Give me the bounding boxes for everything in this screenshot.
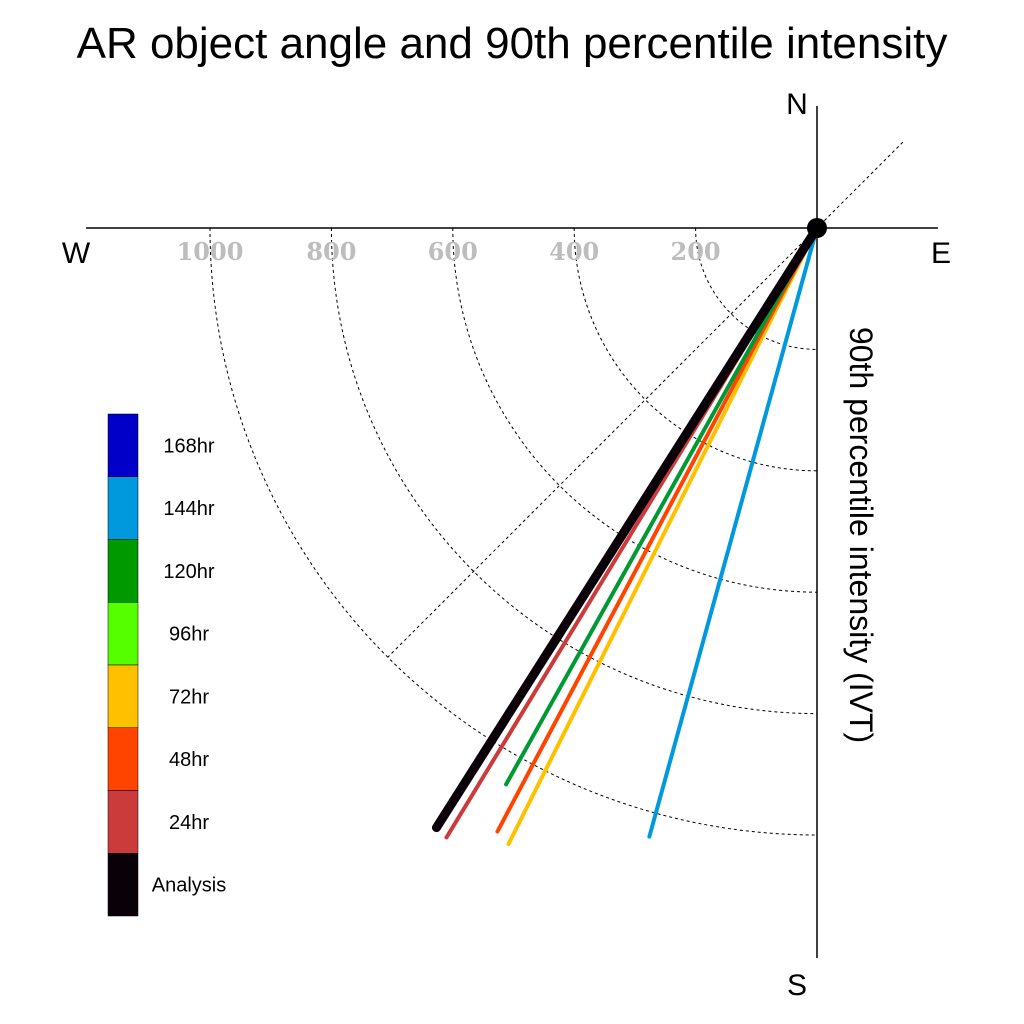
compass-axes (86, 106, 938, 958)
legend-swatch-120hr (107, 539, 139, 603)
vector-72hr (506, 226, 819, 847)
radial-tick-label: 200 (671, 237, 721, 266)
legend-swatch-144hr (107, 476, 139, 540)
legend-label: 168hr (163, 435, 214, 457)
legend-swatch-72hr (107, 664, 139, 728)
compass-east-label: E (931, 237, 951, 270)
legend-swatch-168hr (107, 413, 139, 477)
origin-dot (807, 218, 827, 238)
legend-swatch-96hr (107, 602, 139, 666)
compass-north-label: N (786, 88, 808, 121)
legend-label: 120hr (163, 561, 214, 583)
forecast-vectors (431, 223, 822, 847)
vector-48hr (495, 226, 819, 834)
legend-label: 144hr (163, 498, 214, 520)
range-ring-200 (695, 227, 818, 350)
legend-label: 24hr (169, 812, 209, 834)
chart-title: AR object angle and 90th percentile inte… (77, 19, 948, 68)
vector-144hr (647, 226, 819, 839)
legend-label: 48hr (169, 749, 209, 771)
compass-west-label: W (62, 237, 91, 270)
vector-analysis (431, 223, 822, 833)
legend-label: 96hr (169, 624, 209, 646)
compass-south-label: S (787, 969, 807, 1002)
legend-label: Analysis (152, 875, 226, 897)
guide-line (387, 141, 904, 658)
range-ring-600 (452, 227, 818, 593)
legend-swatch-48hr (107, 727, 139, 791)
radial-tick-label: 1000 (177, 237, 244, 266)
range-ring-400 (573, 227, 818, 472)
legend: 168hr 144hr 120hr 96hr 72hr 48hr 24hr Analysis (107, 413, 226, 917)
radial-tick-label: 800 (306, 237, 356, 266)
legend-swatch-analysis (107, 853, 139, 917)
y-axis-label: 90th percentile intensity (IVT) (843, 327, 879, 743)
radial-tick-label: 600 (428, 237, 478, 266)
legend-label: 72hr (169, 686, 209, 708)
radial-tick-label: 400 (549, 237, 599, 266)
vector-120hr (504, 226, 819, 787)
diagonal-guide (387, 141, 904, 658)
radial-tick-labels: 200 400 600 800 1000 (177, 237, 721, 266)
legend-swatch-24hr (107, 790, 139, 854)
range-ring-800 (330, 227, 818, 715)
